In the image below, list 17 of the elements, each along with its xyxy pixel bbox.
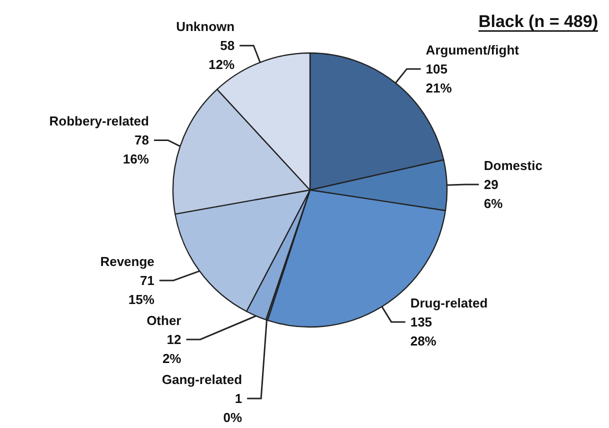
- data-label: 12 2%: [162, 332, 182, 366]
- slice-label: Unknown: [176, 19, 235, 34]
- data-label: 105 21%: [426, 61, 452, 96]
- slice-label: Revenge: [100, 254, 154, 269]
- data-label: 29 6%: [484, 177, 504, 212]
- slice-label: Domestic: [484, 158, 542, 174]
- data-label: 135 28%: [410, 314, 437, 348]
- chart-title: Black (n = 489): [478, 12, 598, 31]
- slice-label: Argument/fight: [426, 42, 520, 58]
- slice-label: Drug-related: [410, 295, 488, 310]
- data-label: 71 15%: [128, 273, 155, 307]
- data-label: 58 12%: [208, 38, 235, 72]
- slice-label: Other: [146, 313, 182, 328]
- slice-label: Gang-related: [162, 372, 242, 387]
- slice-label: Robbery-related: [49, 114, 150, 129]
- data-label: 1 0%: [223, 391, 242, 425]
- data-label: 78 16%: [122, 132, 150, 167]
